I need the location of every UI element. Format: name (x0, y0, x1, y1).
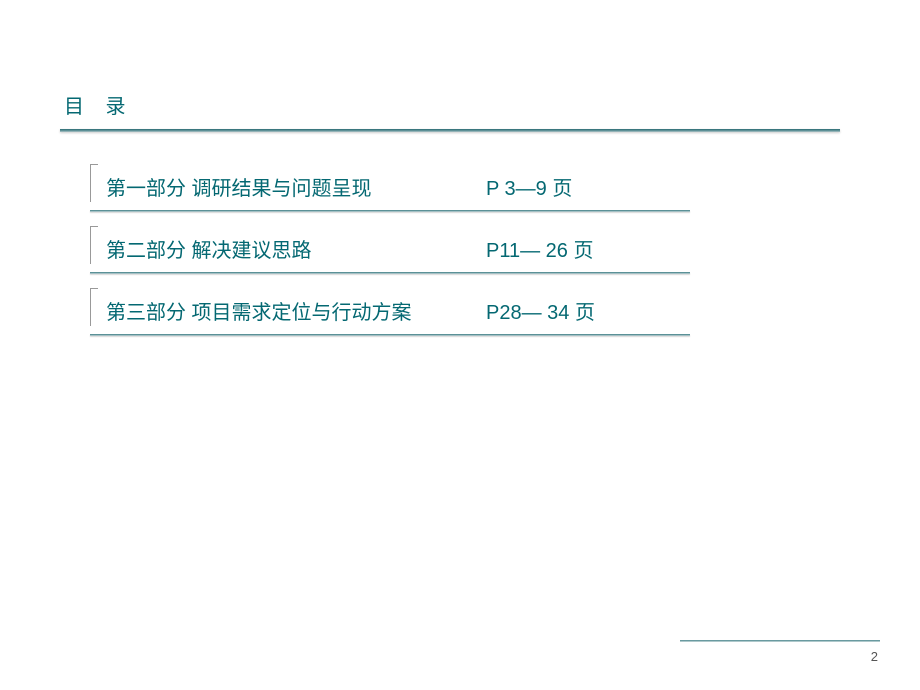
item-underline (90, 210, 690, 212)
item-marker (90, 288, 98, 326)
item-underline (90, 272, 690, 274)
toc-item-label: 第二部分 解决建议思路 (106, 226, 456, 263)
slide-page: 目 录 第一部分 调研结果与问题呈现 P 3—9 页 第二部分 解决建议思路 P… (0, 0, 920, 690)
footer-line (680, 640, 880, 642)
page-title: 目 录 (64, 90, 860, 119)
toc-row: 第三部分 项目需求定位与行动方案 P28— 34 页 (90, 286, 860, 326)
toc-item-pages: P11— 26 页 (456, 226, 593, 263)
item-underline (90, 334, 690, 336)
toc-item-pages: P 3—9 页 (456, 164, 572, 201)
page-number: 2 (871, 649, 878, 664)
toc-item-label: 第一部分 调研结果与问题呈现 (106, 164, 456, 201)
toc-row: 第一部分 调研结果与问题呈现 P 3—9 页 (90, 162, 860, 202)
toc-item-label: 第三部分 项目需求定位与行动方案 (106, 288, 456, 325)
toc-item-pages: P28— 34 页 (456, 288, 595, 325)
item-marker (90, 164, 98, 202)
item-marker (90, 226, 98, 264)
toc-row: 第二部分 解决建议思路 P11— 26 页 (90, 224, 860, 264)
title-underline (60, 129, 840, 132)
